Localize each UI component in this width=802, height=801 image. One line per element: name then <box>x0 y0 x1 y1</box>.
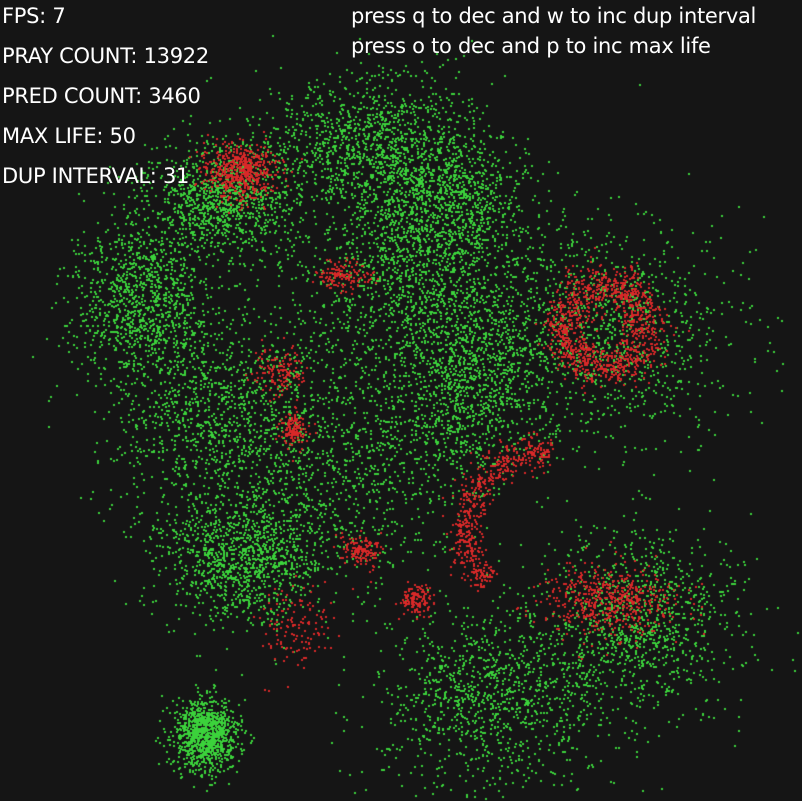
prey-count-readout: PRAY COUNT: 13922 <box>2 44 209 68</box>
max-life-readout: MAX LIFE: 50 <box>2 124 136 148</box>
prey-count-value: 13922 <box>143 44 210 68</box>
predator-count-readout: PRED COUNT: 3460 <box>2 84 201 108</box>
prey-count-label: PRAY COUNT: <box>2 44 144 68</box>
predator-count-label: PRED COUNT: <box>2 84 149 108</box>
dup-interval-readout: DUP INTERVAL: 31 <box>2 164 189 188</box>
dup-interval-hint: press q to dec and w to inc dup interval <box>351 4 757 28</box>
dup-interval-value: 31 <box>162 164 190 188</box>
max-life-value: 50 <box>109 124 136 148</box>
max-life-hint: press o to dec and p to inc max life <box>351 34 711 58</box>
fps-value: 7 <box>52 4 66 28</box>
fps-label: FPS: <box>2 4 53 28</box>
max-life-label: MAX LIFE: <box>2 124 110 148</box>
dup-interval-label: DUP INTERVAL: <box>2 164 163 188</box>
fps-readout: FPS: 7 <box>2 4 66 28</box>
predator-count-value: 3460 <box>148 84 201 108</box>
